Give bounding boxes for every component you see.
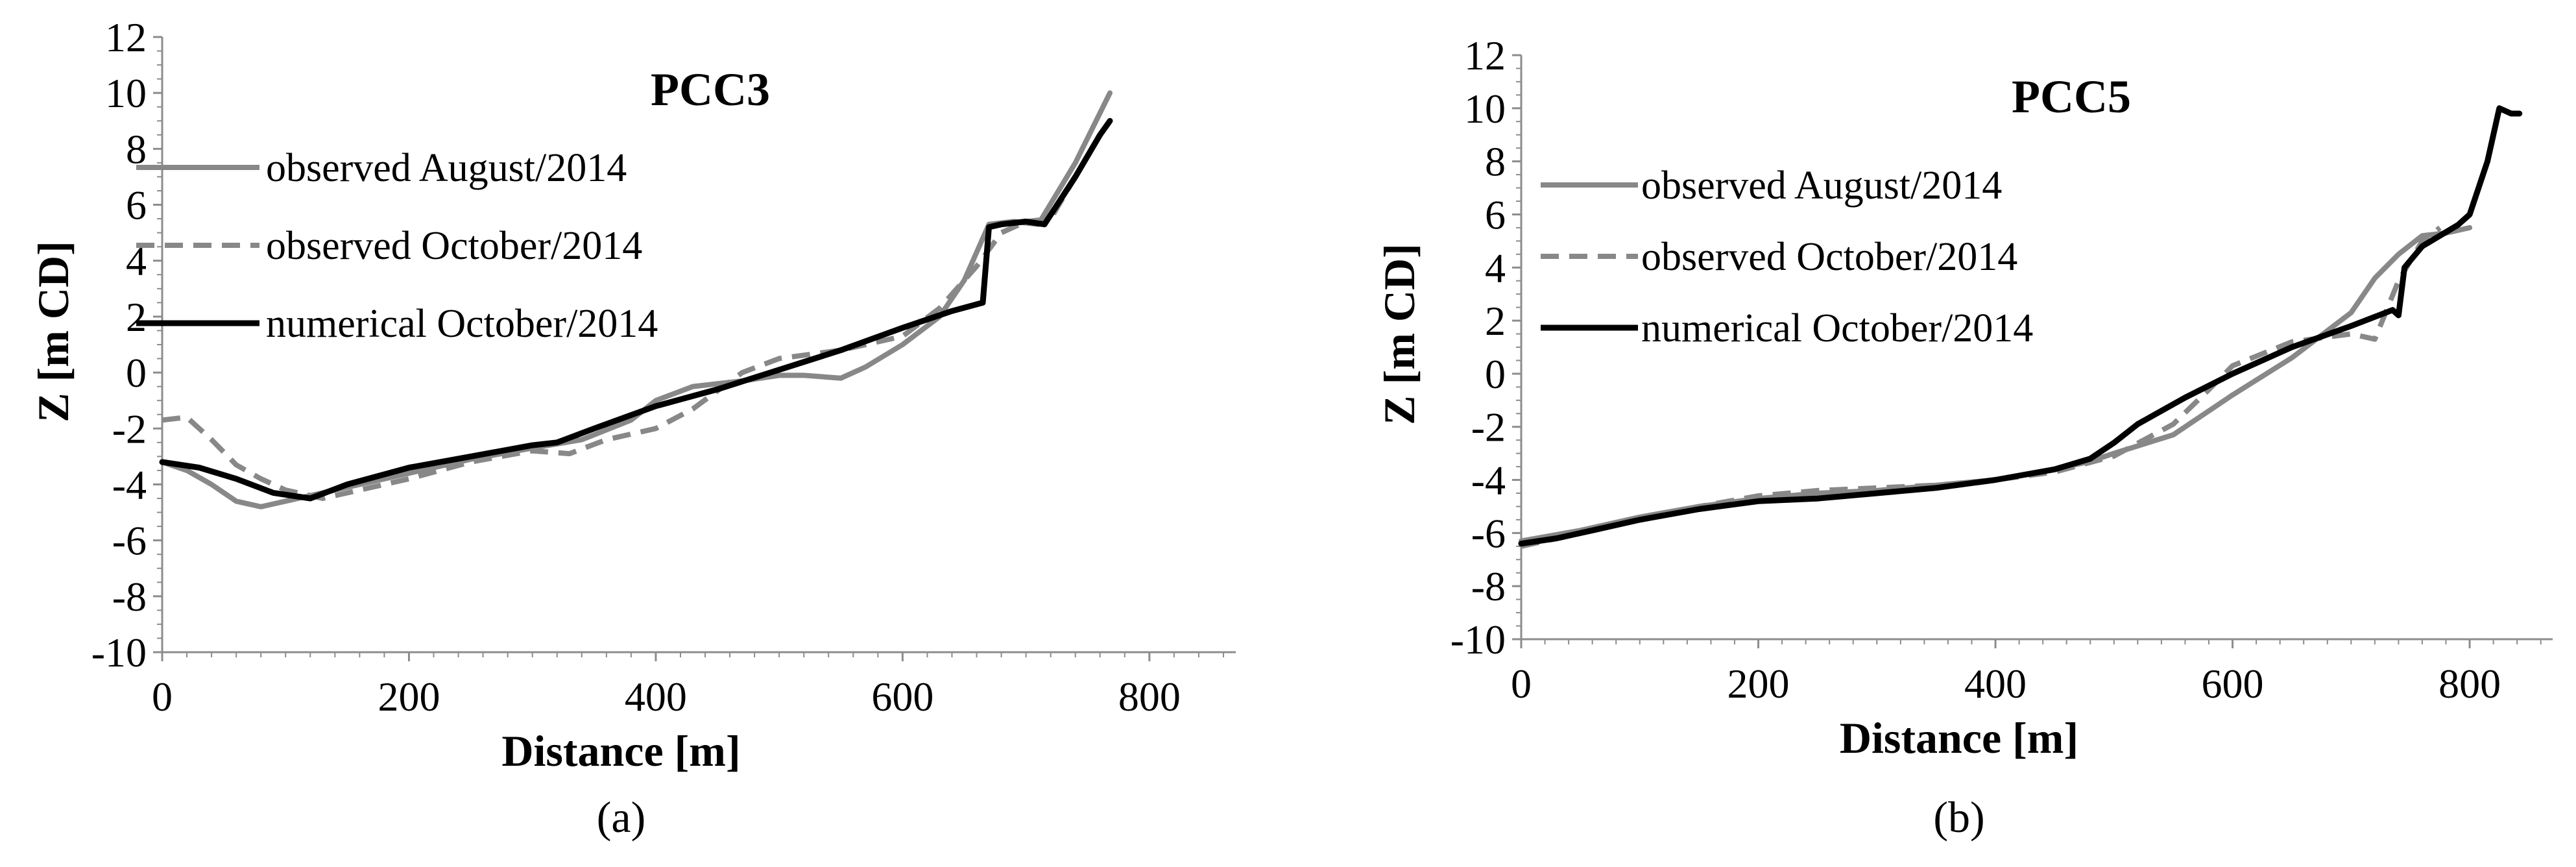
x-tick-label: 400 — [1964, 661, 2027, 707]
legend-label: numerical October/2014 — [1641, 306, 2033, 350]
y-tick-label: -4 — [112, 461, 147, 507]
x-tick-label: 400 — [625, 674, 687, 720]
x-tick-label: 200 — [1727, 661, 1790, 707]
y-tick-label: -6 — [1471, 510, 1506, 556]
x-tick-label: 0 — [152, 674, 173, 720]
y-tick-label: 10 — [105, 70, 147, 116]
x-axis-title: Distance [m] — [501, 726, 740, 775]
y-tick-label: 0 — [126, 350, 147, 396]
y-tick-label: -6 — [112, 518, 147, 564]
legend-label: observed August/2014 — [1641, 164, 2002, 208]
series-line-2 — [1518, 105, 2523, 547]
y-tick-label: -2 — [1471, 404, 1506, 450]
y-tick-label: 10 — [1464, 86, 1506, 132]
y-tick-label: -4 — [1471, 458, 1506, 504]
y-tick-label: -2 — [112, 406, 147, 452]
y-tick-label: 12 — [1464, 32, 1506, 79]
series-line-2 — [159, 117, 1113, 502]
y-tick-label: -10 — [91, 629, 147, 676]
legend-label: observed October/2014 — [266, 224, 642, 268]
x-tick-label: 600 — [871, 674, 933, 720]
y-tick-label: 0 — [1485, 351, 1506, 397]
y-axis-title: Z [m CD] — [29, 241, 78, 422]
y-tick-label: 2 — [1485, 298, 1506, 344]
y-tick-label: 6 — [126, 182, 147, 228]
x-tick-label: 0 — [1511, 661, 1532, 707]
legend-label: observed August/2014 — [266, 146, 627, 190]
y-tick-label: 2 — [126, 294, 147, 340]
y-tick-label: -8 — [112, 574, 147, 620]
x-tick-label: 200 — [378, 674, 440, 720]
y-tick-label: -8 — [1471, 563, 1506, 609]
chart-title: PCC5 — [2012, 71, 2131, 123]
series-line-1 — [1521, 225, 2442, 549]
x-axis-title: Distance [m] — [1840, 713, 2078, 763]
y-tick-label: 4 — [1485, 245, 1506, 291]
legend-label: observed October/2014 — [1641, 235, 2017, 279]
x-tick-label: 600 — [2202, 661, 2264, 707]
y-tick-label: 12 — [105, 14, 147, 60]
chart-pcc5: -10 -8 -6 -4 -2 0 2 4 6 8 10 12 0 200 400 600 800 Distanc… — [1375, 32, 2553, 842]
series-line-0 — [160, 90, 1113, 509]
panel-label: (a) — [597, 792, 645, 842]
panel-label: (b) — [1933, 792, 1984, 842]
y-axis-title: Z [m CD] — [1375, 243, 1424, 425]
y-tick-label: 8 — [126, 126, 147, 172]
y-tick-label: -10 — [1451, 617, 1506, 663]
x-tick-label: 800 — [2438, 661, 2501, 707]
legend-label: numerical October/2014 — [266, 302, 658, 346]
x-tick-label: 800 — [1118, 674, 1181, 720]
y-tick-label: 6 — [1485, 191, 1506, 238]
y-tick-label: 8 — [1485, 139, 1506, 185]
chart-title: PCC3 — [651, 64, 770, 116]
